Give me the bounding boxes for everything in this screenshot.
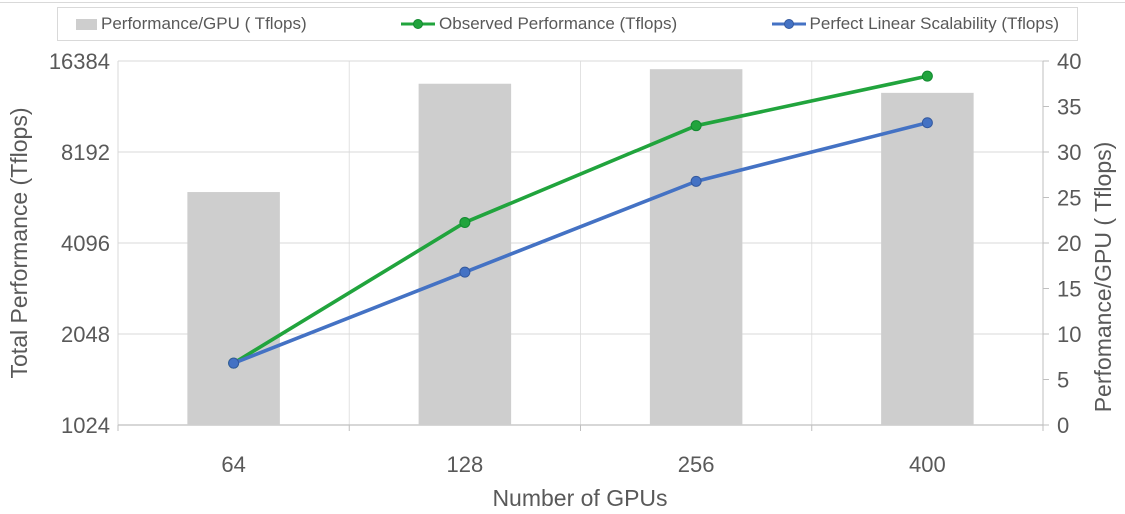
right-tick-label: 40 (1057, 49, 1081, 74)
legend-item-label: Observed Performance (Tflops) (439, 14, 678, 33)
right-tick-label: 25 (1057, 186, 1081, 211)
legend-item-label: Perfect Linear Scalability (Tflops) (809, 14, 1059, 33)
bar-performance-per-gpu (881, 92, 974, 425)
right-axis-title: Perfomance/GPU ( Tflops) (1090, 142, 1116, 413)
chart-layers: 16384 8192 4096 2048 1024 40 35 30 25 20 15 10 5 0 64 1… (49, 49, 1082, 477)
bar-performance-per-gpu (418, 83, 512, 425)
legend-swatch-line (401, 19, 436, 29)
x-category-label: 256 (678, 452, 715, 477)
right-tick-label: 35 (1057, 95, 1081, 120)
legend-marker-icon (413, 19, 424, 29)
left-tick-label: 8192 (61, 140, 110, 165)
bar-performance-per-gpu (187, 192, 280, 425)
marker-perfect-linear-scalability (459, 266, 471, 278)
marker-observed-performance (459, 216, 471, 228)
x-axis-title: Number of GPUs (492, 485, 667, 511)
legend-item-observed-performance: Observed Performance (Tflops) (401, 14, 677, 34)
legend-marker-icon (783, 19, 794, 29)
x-category-label: 64 (221, 452, 245, 477)
left-axis-title: Total Performance (Tflops) (6, 108, 32, 379)
line-perfect-linear-scalability (231, 120, 930, 365)
left-tick-label: 2048 (61, 322, 110, 347)
x-category-label: 128 (447, 452, 484, 477)
x-category-label: 400 (909, 452, 946, 477)
right-tick-label: 15 (1057, 277, 1081, 302)
marker-perfect-linear-scalability (228, 357, 240, 369)
legend-item-performance-per-gpu: Performance/GPU ( Tflops) (76, 14, 307, 34)
marker-perfect-linear-scalability (690, 175, 702, 187)
legend-swatch-line (771, 19, 806, 29)
right-tick-label: 30 (1057, 140, 1081, 165)
legend-swatch-bar (76, 18, 97, 30)
marker-observed-performance (690, 120, 702, 132)
right-tick-label: 5 (1057, 368, 1069, 393)
legend-item-perfect-linear-scalability: Perfect Linear Scalability (Tflops) (771, 14, 1059, 34)
left-tick-label: 1024 (61, 413, 110, 438)
right-tick-label: 10 (1057, 322, 1081, 347)
right-tick-label: 0 (1057, 413, 1069, 438)
legend: Performance/GPU ( Tflops) Observed Perfor… (57, 7, 1078, 41)
right-tick-label: 20 (1057, 231, 1081, 256)
left-tick-label: 4096 (61, 231, 110, 256)
marker-perfect-linear-scalability (921, 117, 933, 129)
left-tick-label: 16384 (49, 49, 110, 74)
chart-top-border (0, 2, 1125, 3)
marker-observed-performance (921, 70, 933, 82)
line-observed-performance (231, 74, 930, 365)
legend-item-label: Performance/GPU ( Tflops) (101, 14, 307, 33)
